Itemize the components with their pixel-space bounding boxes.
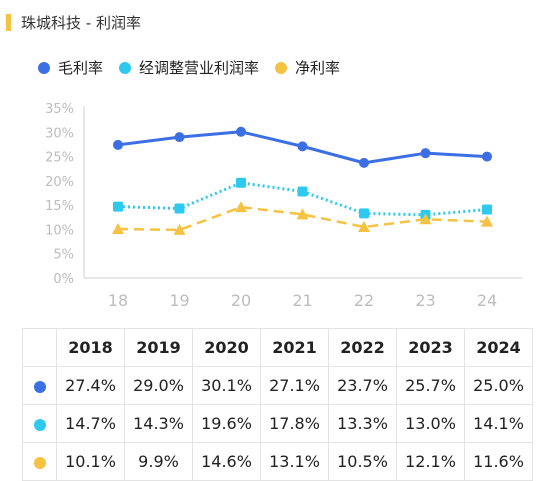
table-cell: 25.7% (396, 366, 465, 405)
data-point-marker (419, 213, 432, 225)
data-point-marker (236, 126, 246, 137)
y-tick-label: 35% (45, 102, 74, 117)
y-tick-label: 20% (45, 175, 74, 190)
table-corner-cell (22, 328, 57, 367)
y-tick-label: 0% (53, 272, 74, 287)
y-tick-label: 5% (53, 248, 74, 263)
legend-item-adjusted-operating-margin[interactable]: 经调整营业利润率 (119, 57, 259, 78)
legend-dot-icon (119, 61, 132, 74)
data-point-marker (173, 223, 186, 235)
data-point-marker (420, 148, 431, 159)
y-tick-label: 25% (45, 151, 74, 166)
table-header-cell: 2019 (124, 328, 193, 367)
data-point-marker (113, 139, 123, 150)
table-header-cell: 2023 (396, 328, 465, 367)
line-chart: 0% 5% 10% 15% 20% 25% 30% 35% 18 19 20 21 22 23 24 (45, 102, 522, 310)
table-cell: 14.6% (192, 442, 261, 481)
legend-dot-icon (38, 61, 50, 74)
table-cell: 9.9% (124, 442, 193, 481)
table-row-gross-margin: 27.4% 29.0% 30.1% 27.1% 23.7% 25.7% 25.0… (22, 366, 533, 405)
series-dot-icon (33, 380, 46, 393)
legend-label: 净利率 (295, 59, 341, 77)
table-cell: 25.0% (464, 366, 533, 405)
table-cell: 27.1% (260, 366, 329, 405)
data-point-marker (235, 201, 247, 213)
table-cell: 19.6% (192, 404, 261, 443)
data-point-marker (112, 222, 124, 234)
y-tick-label: 15% (45, 199, 74, 214)
x-tick-label: 24 (477, 291, 497, 310)
y-tick-label: 10% (45, 223, 74, 238)
chart-title: 珠城科技 - 利润率 (21, 13, 141, 32)
table-cell: 27.4% (56, 366, 125, 405)
table-cell: 13.1% (260, 442, 329, 481)
row-marker-cell (22, 442, 57, 481)
table-cell: 14.1% (464, 404, 533, 443)
data-point-marker (359, 208, 369, 219)
chart-legend: 毛利率 经调整营业利润率 净利率 (38, 57, 356, 78)
data-point-marker (113, 201, 123, 212)
data-point-marker (174, 132, 185, 143)
data-point-marker (297, 186, 308, 197)
table-cell: 14.3% (124, 404, 193, 443)
table-header-cell: 2022 (328, 328, 397, 367)
x-tick-label: 19 (169, 291, 189, 310)
x-tick-label: 23 (415, 291, 435, 310)
data-point-marker (296, 208, 309, 220)
table-cell: 11.6% (464, 442, 533, 481)
data-point-marker (482, 151, 492, 162)
table-cell: 10.1% (56, 442, 125, 481)
table-cell: 29.0% (124, 366, 193, 405)
table-cell: 23.7% (328, 366, 397, 405)
table-header-cell: 2024 (464, 328, 533, 367)
data-point-marker (359, 157, 369, 168)
series-dot-icon (33, 456, 46, 469)
table-cell: 10.5% (328, 442, 397, 481)
table-cell: 14.7% (56, 404, 125, 443)
x-tick-label: 22 (354, 291, 374, 310)
y-tick-label: 30% (45, 126, 74, 141)
table-cell: 13.3% (328, 404, 397, 443)
row-marker-cell (22, 404, 57, 443)
x-tick-label: 21 (292, 291, 312, 310)
table-cell: 30.1% (192, 366, 261, 405)
data-point-marker (358, 221, 370, 232)
legend-label: 经调整营业利润率 (139, 59, 260, 77)
title-accent-bar (6, 13, 11, 31)
table-row-net-margin: 10.1% 9.9% 14.6% 13.1% 10.5% 12.1% 11.6% (22, 442, 533, 481)
table-header-row: 2018 2019 2020 2021 2022 2023 2024 (22, 328, 533, 367)
data-point-marker (481, 215, 493, 227)
row-marker-cell (22, 366, 57, 405)
table-header-cell: 2020 (192, 328, 261, 367)
data-point-marker (174, 203, 185, 214)
data-point-marker (236, 177, 246, 188)
series-dot-icon (33, 418, 46, 431)
data-point-marker (297, 141, 308, 152)
x-tick-label: 18 (108, 291, 128, 310)
legend-label: 毛利率 (58, 59, 104, 77)
table-cell: 13.0% (396, 404, 465, 443)
table-header-cell: 2021 (260, 328, 329, 367)
chart-header: 珠城科技 - 利润率 (6, 12, 141, 32)
x-tick-label: 20 (231, 291, 251, 310)
legend-dot-icon (275, 61, 288, 74)
legend-item-net-margin[interactable]: 净利率 (275, 57, 340, 78)
legend-item-gross-margin[interactable]: 毛利率 (38, 57, 103, 78)
table-row-adjusted-operating-margin: 14.7% 14.3% 19.6% 17.8% 13.3% 13.0% 14.1… (22, 404, 533, 443)
data-point-marker (482, 204, 492, 215)
table-cell: 12.1% (396, 442, 465, 481)
table-header-cell: 2018 (56, 328, 125, 367)
table-cell: 17.8% (260, 404, 329, 443)
data-table: 2018 2019 2020 2021 2022 2023 2024 27.4%… (22, 328, 533, 481)
